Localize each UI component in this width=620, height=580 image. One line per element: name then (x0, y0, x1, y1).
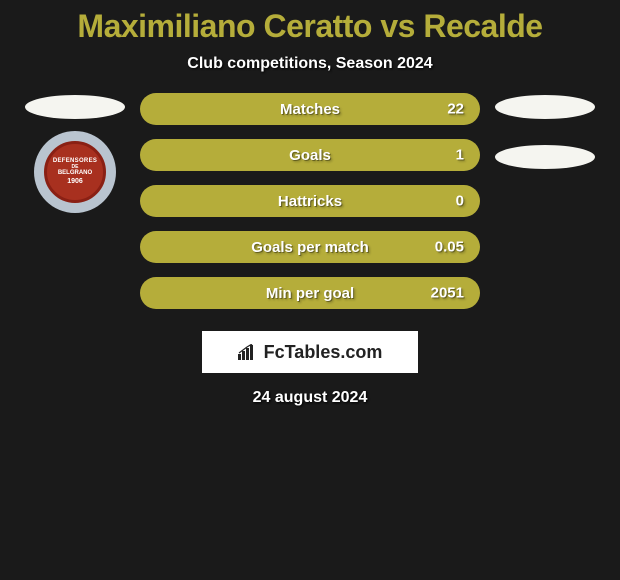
stat-value: 22 (447, 101, 464, 118)
stat-bar-matches: Matches 22 (140, 93, 480, 125)
stat-bar-goals-per-match: Goals per match 0.05 (140, 231, 480, 263)
crest-year: 1906 (67, 178, 83, 186)
stat-value: 0 (456, 193, 464, 210)
crest-inner: DEFENSORES DE BELGRANO 1906 (44, 141, 106, 203)
stat-label: Hattricks (278, 193, 342, 210)
stats-column: Matches 22 Goals 1 Hattricks 0 Goals per… (140, 93, 480, 309)
content-row: DEFENSORES DE BELGRANO 1906 Matches 22 G… (0, 93, 620, 309)
club-crest-left: DEFENSORES DE BELGRANO 1906 (34, 131, 116, 213)
stat-value: 0.05 (435, 239, 464, 256)
footer-logo: FcTables.com (202, 331, 418, 373)
right-player-column (490, 93, 600, 169)
stat-bar-goals: Goals 1 (140, 139, 480, 171)
stat-value: 1 (456, 147, 464, 164)
left-player-column: DEFENSORES DE BELGRANO 1906 (20, 93, 130, 213)
comparison-title: Maximiliano Ceratto vs Recalde (0, 8, 620, 45)
crest-text-3: BELGRANO (58, 170, 92, 177)
stat-label: Goals per match (251, 239, 369, 256)
stat-label: Min per goal (266, 285, 354, 302)
stat-value: 2051 (431, 285, 464, 302)
player-ellipse-left (25, 95, 125, 119)
player-ellipse-right-2 (495, 145, 595, 169)
infographic-container: Maximiliano Ceratto vs Recalde Club comp… (0, 0, 620, 407)
footer-date: 24 august 2024 (0, 389, 620, 407)
season-subtitle: Club competitions, Season 2024 (0, 55, 620, 73)
player-ellipse-right-1 (495, 95, 595, 119)
stat-bar-min-per-goal: Min per goal 2051 (140, 277, 480, 309)
stat-label: Matches (280, 101, 340, 118)
bar-chart-icon (238, 344, 258, 360)
stat-label: Goals (289, 147, 331, 164)
footer-logo-text: FcTables.com (264, 342, 383, 363)
stat-bar-hattricks: Hattricks 0 (140, 185, 480, 217)
